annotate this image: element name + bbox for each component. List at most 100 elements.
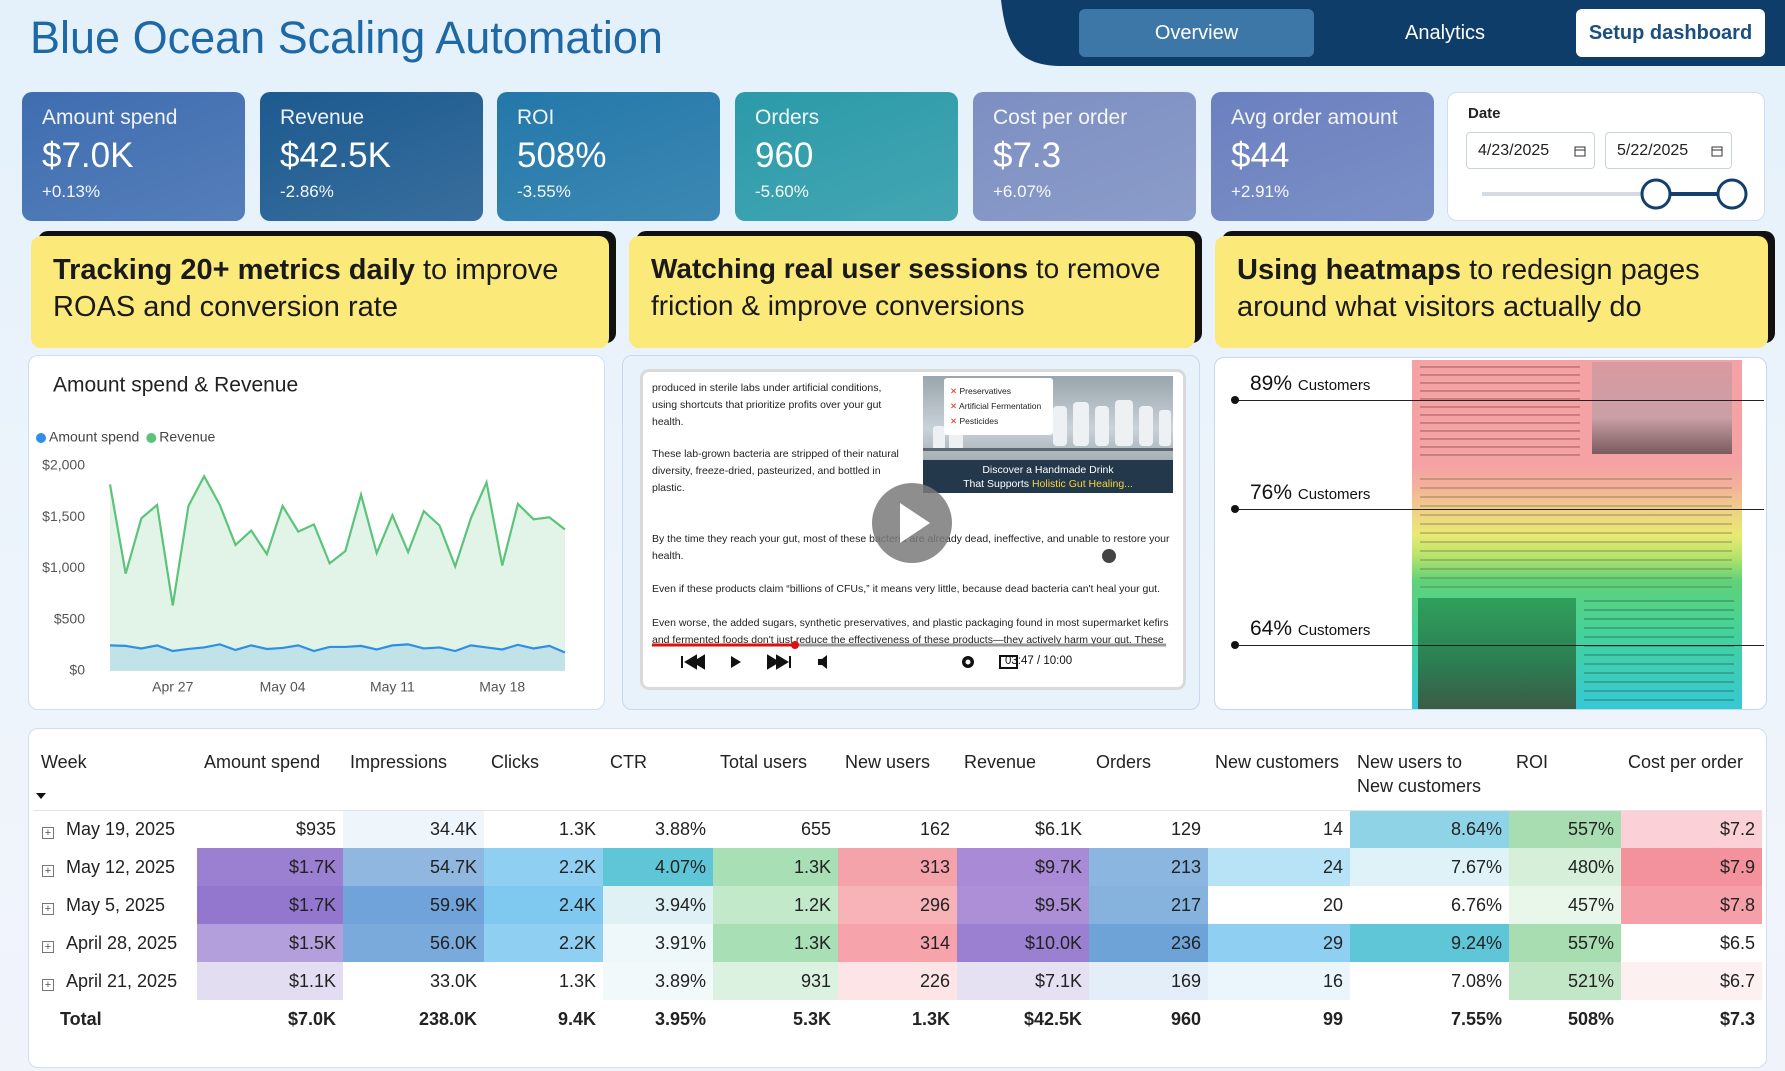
total-cell: 99	[1322, 1008, 1343, 1029]
table-cell: 3.89%	[603, 962, 713, 1000]
week-label: April 21, 2025	[66, 970, 178, 991]
table-cell: 29	[1208, 924, 1350, 962]
table-cell: 313	[838, 848, 957, 886]
table-cell: $6.1K	[957, 810, 1089, 848]
sort-indicator[interactable]	[34, 791, 48, 801]
total-cell: 960	[1170, 1008, 1201, 1029]
total-cell: 1.3K	[911, 1008, 950, 1029]
marker-dot	[1231, 641, 1239, 649]
column-header[interactable]: Clicks	[491, 752, 539, 772]
end-date-text: 5/22/2025	[1617, 142, 1689, 159]
calendar-icon	[1574, 146, 1586, 157]
y-tick-label: $0	[69, 662, 85, 678]
heatmap-image	[1418, 598, 1576, 709]
table-cell: 59.9K	[343, 886, 484, 924]
banner: Tracking 20+ metrics daily to improve RO…	[31, 236, 609, 348]
table-cell: 2.2K	[484, 924, 603, 962]
table-row: + May 19, 2025 $935 34.4K 1.3K 3.88% 655 162 $6.…	[34, 810, 1762, 848]
expand-icon[interactable]: +	[42, 902, 54, 915]
slider-handle[interactable]	[1716, 178, 1748, 210]
total-cell: $7.3	[1719, 1008, 1755, 1029]
table-cell: $7.8	[1621, 886, 1762, 924]
table-cell: 169	[1089, 962, 1208, 1000]
column-header[interactable]: New users to New customers	[1357, 752, 1482, 796]
page-paragraph: Even if these products claim “billions o…	[652, 583, 1160, 595]
table-cell: $7.9	[1621, 848, 1762, 886]
progress-handle[interactable]	[791, 641, 799, 649]
player-overlay	[652, 483, 1166, 670]
date-slider[interactable]	[1470, 176, 1750, 212]
caption: Discover a Handmade Drink That Supports …	[923, 460, 1173, 493]
kpi-value: $44	[1231, 136, 1290, 175]
expand-icon[interactable]: +	[42, 826, 54, 839]
marker-label: 89% Customers	[1250, 372, 1370, 396]
kpi-change: +2.91%	[1231, 182, 1290, 201]
nav-tab-active[interactable]: Overview	[1079, 9, 1314, 57]
table-cell: $9.7K	[957, 848, 1089, 886]
expand-icon[interactable]: +	[42, 978, 54, 991]
column-header[interactable]: CTR	[610, 752, 647, 772]
column-header[interactable]: Orders	[1096, 752, 1152, 772]
y-tick-label: $1,500	[42, 508, 85, 524]
kpi-change: -2.86%	[280, 182, 334, 201]
legend-marker	[36, 433, 46, 443]
table-cell: 1.3K	[713, 848, 838, 886]
kpi-value: $42.5K	[280, 136, 391, 175]
table-cell: $7.1K	[957, 962, 1089, 1000]
chart-panel: Amount spend & Revenue Amount spend Revenu…	[28, 355, 605, 710]
table-cell: 7.67%	[1350, 848, 1509, 886]
checklist-text: Preservatives	[959, 386, 1012, 396]
player-controls	[681, 654, 1018, 670]
checklist-text: Artificial Fermentation	[959, 401, 1042, 411]
end-date[interactable]: 5/22/2025	[1605, 132, 1732, 169]
kpi-value: $7.0K	[42, 136, 134, 175]
nav-tab[interactable]: Analytics	[1404, 22, 1486, 44]
expand-icon[interactable]: +	[42, 940, 54, 953]
page-paragraph: produced in sterile labs under artificia…	[652, 382, 882, 428]
legend-label: Amount spend	[49, 429, 139, 445]
table-cell: $10.0K	[957, 924, 1089, 962]
column-header[interactable]: New customers	[1215, 752, 1340, 772]
column-header[interactable]: Week	[41, 752, 87, 772]
caption-highlight: Holistic Gut Healing...	[1031, 478, 1133, 490]
table-cell: 162	[838, 810, 957, 848]
column-header[interactable]: Amount spend	[204, 752, 321, 772]
heatmap-text-block	[1420, 366, 1580, 456]
kpi-label: Orders	[755, 106, 820, 129]
line	[109, 643, 566, 654]
table-cell: 14	[1208, 810, 1350, 848]
kpi-change: -5.60%	[755, 182, 809, 201]
banner-text: to remove friction & improve conversions	[651, 253, 1161, 321]
week-label: May 19, 2025	[66, 818, 176, 839]
expand-icon[interactable]: +	[42, 864, 54, 877]
banner: Using heatmaps to redesign pages around …	[1215, 236, 1768, 348]
column-header[interactable]: Total users	[720, 752, 808, 772]
column-header[interactable]: Impressions	[350, 752, 448, 772]
start-date[interactable]: 4/23/2025	[1466, 132, 1595, 169]
column-header[interactable]: Revenue	[964, 752, 1037, 772]
table-cell: 129	[1089, 810, 1208, 848]
table-cell: 7.08%	[1350, 962, 1509, 1000]
kpi-label: ROI	[517, 106, 555, 129]
y-tick-label: $500	[54, 610, 85, 626]
column-header[interactable]: ROI	[1516, 752, 1549, 772]
kpi-card: Avg order amount $44 +2.91%	[1211, 92, 1434, 221]
column-header[interactable]: Cost per order	[1628, 752, 1744, 772]
play-icon	[900, 503, 930, 543]
caption-prefix: That Supports	[963, 478, 1030, 490]
y-tick-label: $2,000	[42, 457, 85, 473]
checklist-item: ✕ Preservatives	[950, 386, 1012, 396]
app-title: Blue Ocean Scaling Automation	[30, 12, 663, 63]
slider-handle[interactable]	[1640, 178, 1672, 210]
heatmap-text-block	[1420, 478, 1732, 588]
marker-dot	[1231, 396, 1239, 404]
kpi-change: +6.07%	[993, 182, 1052, 201]
setup-button[interactable]: Setup dashboard	[1576, 9, 1765, 57]
page-paragraph: These lab-grown bacteria are stripped of…	[652, 448, 899, 494]
kpi-label: Avg order amount	[1231, 106, 1398, 129]
column-header[interactable]: New users	[845, 752, 931, 772]
heatmap-overlay	[1412, 360, 1742, 709]
table-cell: $6.7	[1621, 962, 1762, 1000]
checklist-item: ✕ Artificial Fermentation	[950, 401, 1042, 411]
marker-text: Customers	[1297, 486, 1371, 503]
